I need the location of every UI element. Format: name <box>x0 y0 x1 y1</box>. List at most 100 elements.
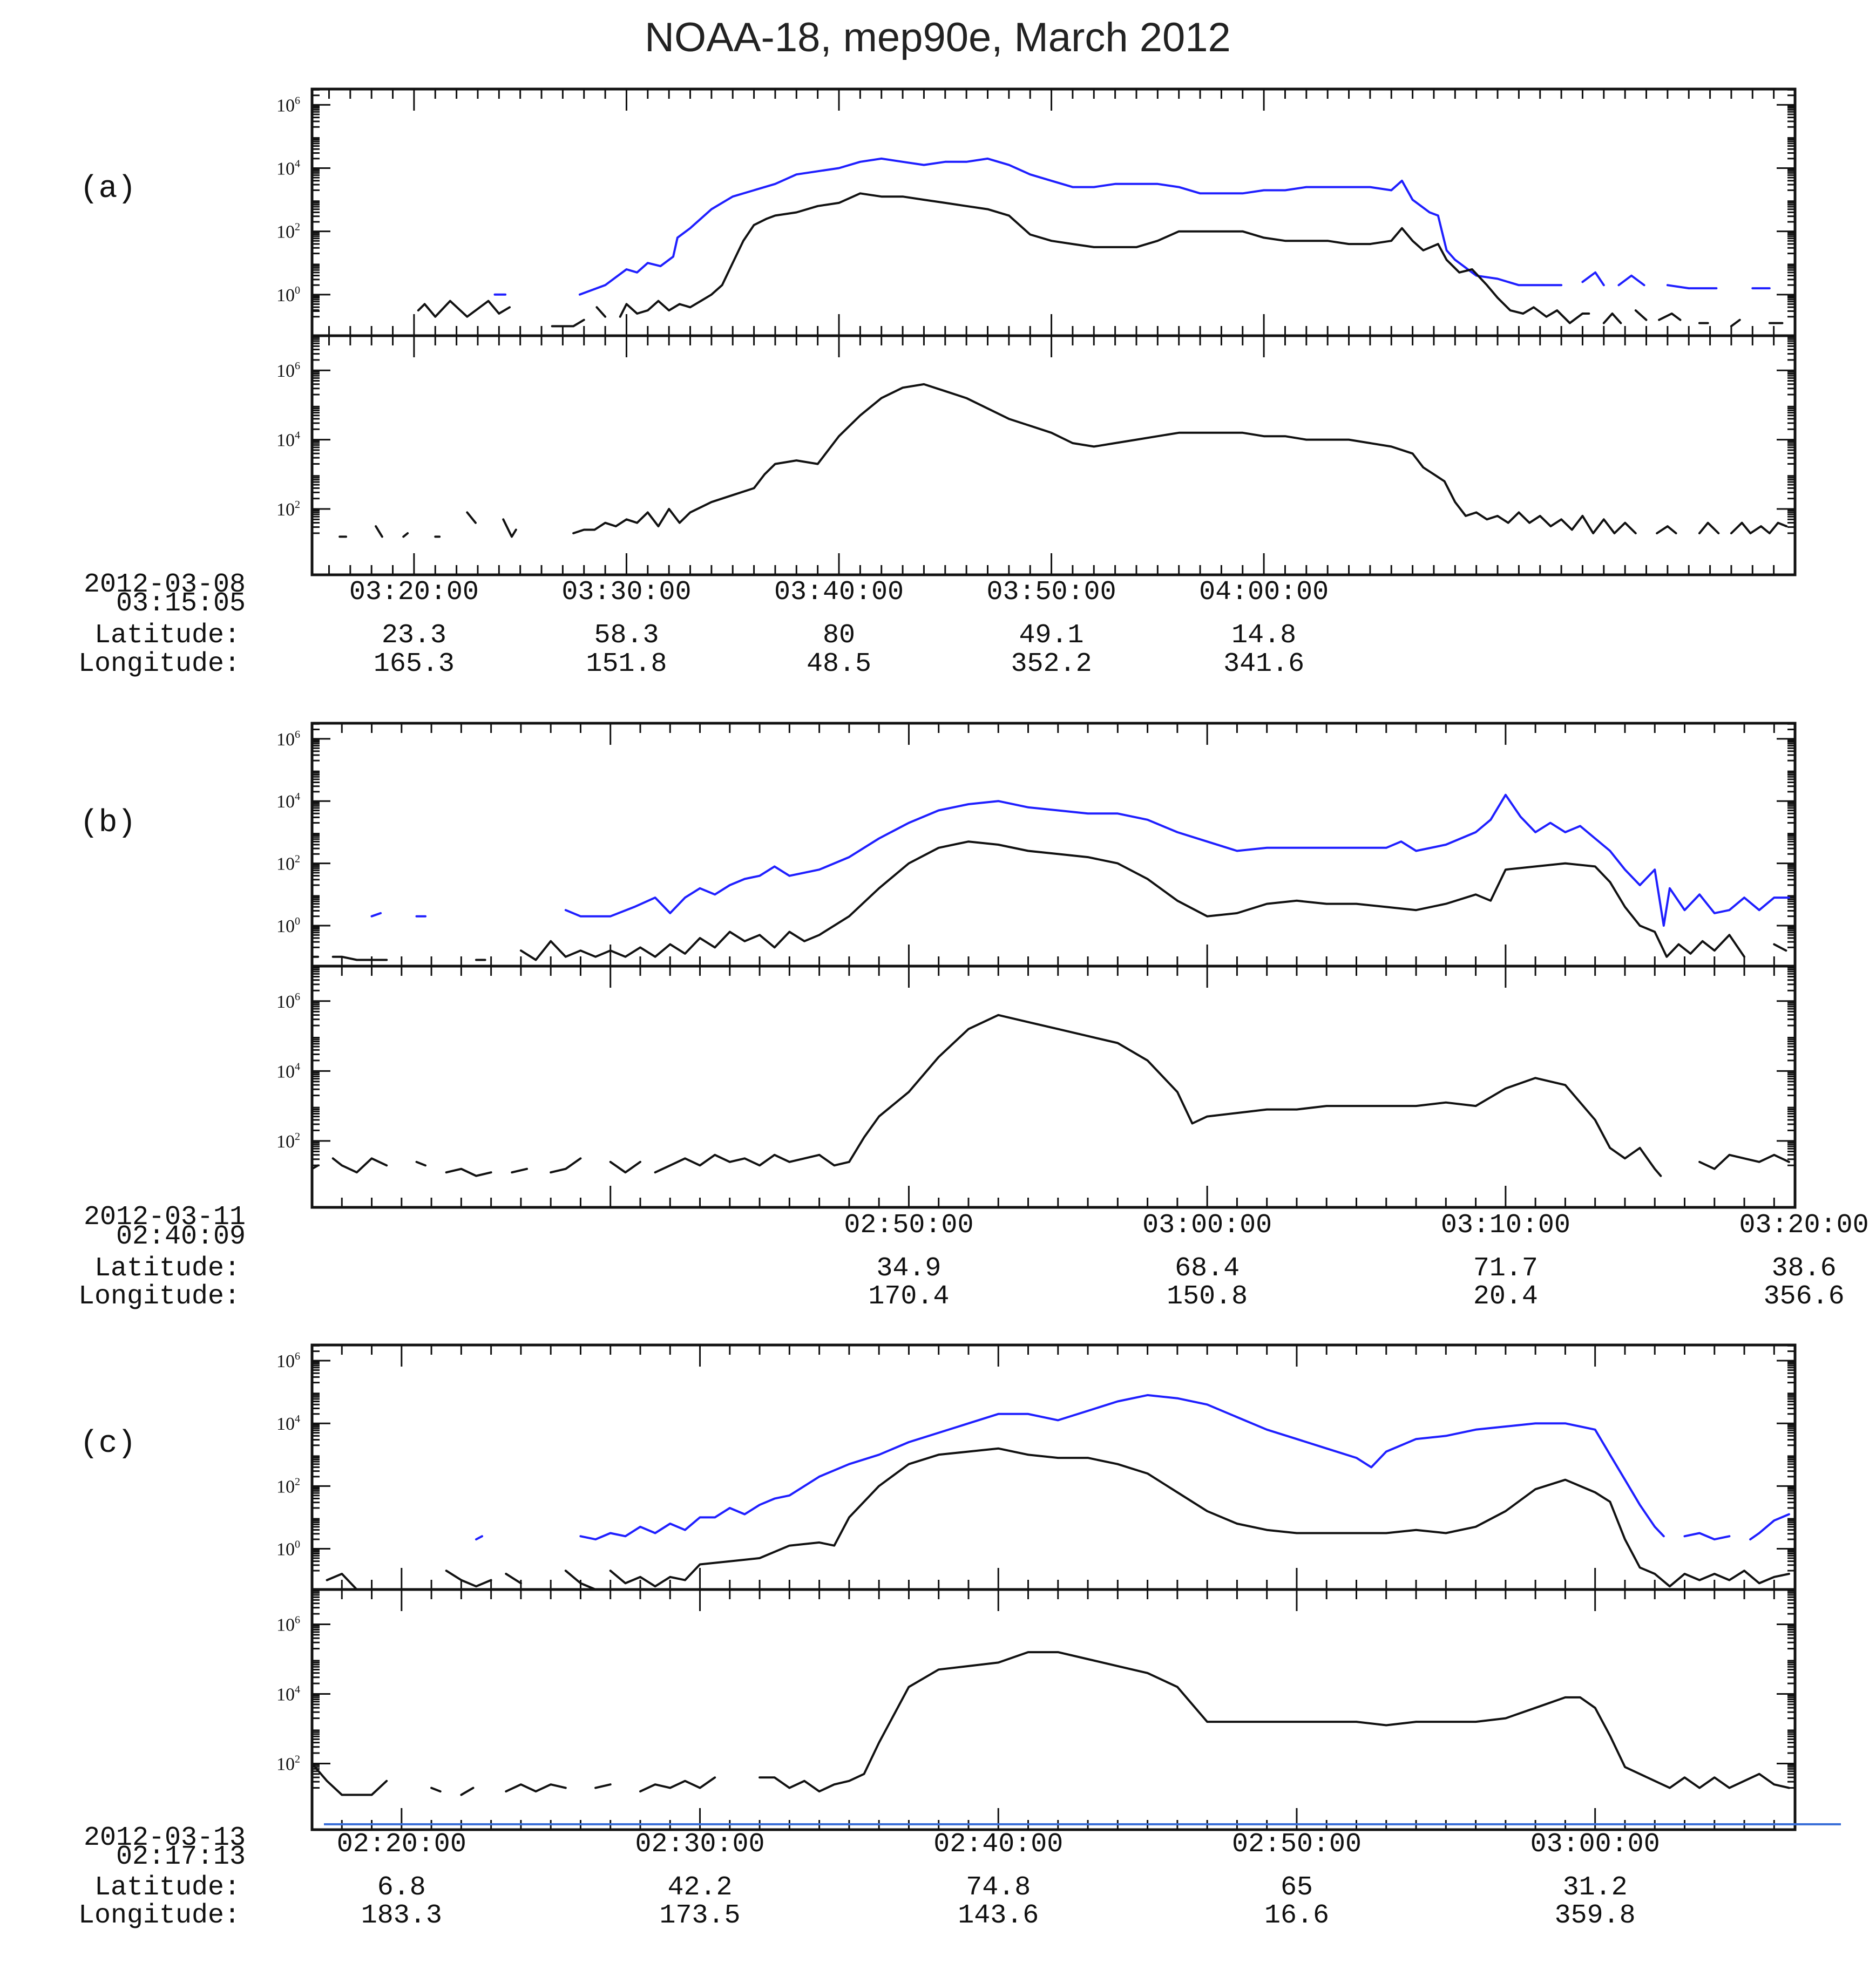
y-tick-label: 104 <box>276 1413 300 1434</box>
longitude-value: 170.4 <box>868 1281 949 1312</box>
y-tick-label: 104 <box>276 1683 300 1704</box>
upper-frame <box>310 1343 1797 1591</box>
x-tick-time-label: 02:50:00 <box>844 1210 973 1241</box>
start-time: 02:17:13 <box>116 1842 246 1872</box>
x-tick-time-label: 03:00:00 <box>1530 1829 1660 1860</box>
x-tick-time-label: 02:50:00 <box>1232 1829 1362 1860</box>
lower-frame <box>310 964 1797 1209</box>
lower-series-black <box>311 1014 1790 1177</box>
upper-series-blue <box>475 1394 1790 1541</box>
subplot-upper: 106 104 102 100 <box>276 722 1797 968</box>
latitude-value: 42.2 <box>668 1872 733 1903</box>
panel-label: (b) <box>80 806 136 841</box>
upper-frame <box>310 722 1797 968</box>
start-date: 2012-03-08 <box>84 569 246 600</box>
y-tick-label: 106 <box>276 729 300 750</box>
panel-label: (a) <box>80 172 136 207</box>
x-tick-time-label: 02:30:00 <box>635 1829 765 1860</box>
y-tick-label: 106 <box>276 1614 300 1635</box>
subplot-lower: 106 104 102 <box>276 1588 1797 1831</box>
latitude-value: 23.3 <box>382 620 446 651</box>
longitude-value: 359.8 <box>1555 1900 1636 1931</box>
x-tick-time-label: 04:00:00 <box>1199 577 1329 608</box>
longitude-value: 165.3 <box>374 649 455 680</box>
panel-label: (c) <box>80 1426 136 1462</box>
upper-series-black <box>311 840 1787 961</box>
y-tick-label: 106 <box>276 360 300 381</box>
x-tick-time-label: 02:20:00 <box>337 1829 466 1860</box>
longitude-value: 352.2 <box>1011 649 1092 680</box>
upper-frame <box>310 87 1797 337</box>
y-tick-label: 102 <box>276 1131 300 1152</box>
y-tick-label: 100 <box>276 915 300 936</box>
y-tick-label: 106 <box>276 1350 300 1371</box>
longitude-value: 143.6 <box>958 1900 1039 1931</box>
subplot-upper: 106 104 102 100 <box>276 1343 1797 1591</box>
latitude-label: Latitude: <box>94 1872 240 1903</box>
lower-frame <box>310 1588 1797 1831</box>
y-tick-label: 104 <box>276 158 300 179</box>
y-tick-label: 104 <box>276 430 300 451</box>
latitude-value: 49.1 <box>1019 620 1084 651</box>
y-tick-label: 100 <box>276 284 300 305</box>
y-tick-label: 106 <box>276 991 300 1012</box>
x-tick-time-label: 03:50:00 <box>987 577 1116 608</box>
figure-title: NOAA-18, mep90e, March 2012 <box>645 15 1231 60</box>
panels-group: 106 104 102 100 106 104 102 (a) 2012-03-0803:15:… <box>78 87 1869 1931</box>
start-date: 2012-03-13 <box>84 1823 246 1853</box>
start-time: 03:15:05 <box>116 588 246 619</box>
longitude-label: Longitude: <box>78 1281 240 1312</box>
upper-series-black <box>326 1447 1790 1591</box>
y-tick-label: 102 <box>276 1753 300 1774</box>
upper-series-blue <box>370 793 1790 927</box>
latitude-label: Latitude: <box>94 620 240 651</box>
lower-frame <box>310 334 1797 576</box>
latitude-value: 80 <box>823 620 855 651</box>
y-tick-label: 102 <box>276 221 300 242</box>
longitude-value: 173.5 <box>660 1900 741 1931</box>
latitude-value: 68.4 <box>1175 1253 1240 1284</box>
latitude-value: 34.9 <box>876 1253 941 1284</box>
x-tick-time-label: 03:20:00 <box>1739 1210 1869 1241</box>
latitude-value: 71.7 <box>1473 1253 1538 1284</box>
y-tick-label: 106 <box>276 94 300 116</box>
longitude-value: 151.8 <box>586 649 667 680</box>
y-tick-label: 102 <box>276 853 300 874</box>
x-tick-time-label: 03:40:00 <box>774 577 904 608</box>
x-tick-time-label: 03:10:00 <box>1441 1210 1570 1241</box>
longitude-value: 150.8 <box>1167 1281 1248 1312</box>
y-tick-label: 104 <box>276 791 300 812</box>
panel-a: 106 104 102 100 106 104 102 (a) 2012-03-0803:15:… <box>78 87 1797 680</box>
longitude-value: 356.6 <box>1764 1281 1845 1312</box>
lower-series-black <box>338 383 1788 538</box>
panel-b: 106 104 102 100 106 104 102 (b) 2012-03-1102:40:… <box>78 722 1869 1312</box>
upper-series-black <box>311 192 1784 328</box>
longitude-label: Longitude: <box>78 649 240 680</box>
x-tick-time-label: 02:40:00 <box>933 1829 1063 1860</box>
y-tick-label: 104 <box>276 1061 300 1082</box>
latitude-value: 6.8 <box>377 1872 426 1903</box>
start-date: 2012-03-11 <box>84 1202 246 1233</box>
longitude-value: 183.3 <box>361 1900 442 1931</box>
longitude-value: 48.5 <box>807 649 871 680</box>
longitude-label: Longitude: <box>78 1900 240 1931</box>
x-tick-time-label: 03:00:00 <box>1142 1210 1272 1241</box>
latitude-value: 31.2 <box>1563 1872 1628 1903</box>
y-tick-label: 102 <box>276 499 300 520</box>
panel-c: 106 104 102 100 106 104 102 (c) 2012-03-1302:17:… <box>78 1343 1797 1931</box>
x-tick-time-label: 03:30:00 <box>561 577 691 608</box>
y-tick-label: 100 <box>276 1539 300 1560</box>
latitude-label: Latitude: <box>94 1253 240 1284</box>
start-time: 02:40:09 <box>116 1221 246 1252</box>
latitude-value: 65 <box>1281 1872 1313 1903</box>
longitude-value: 341.6 <box>1223 649 1304 680</box>
latitude-value: 14.8 <box>1231 620 1296 651</box>
subplot-lower: 106 104 102 <box>276 334 1797 576</box>
lower-series-black <box>311 1651 1790 1796</box>
subplot-upper: 106 104 102 100 <box>276 87 1797 337</box>
latitude-value: 74.8 <box>966 1872 1031 1903</box>
y-tick-label: 102 <box>276 1476 300 1497</box>
latitude-value: 58.3 <box>594 620 659 651</box>
latitude-value: 38.6 <box>1772 1253 1837 1284</box>
